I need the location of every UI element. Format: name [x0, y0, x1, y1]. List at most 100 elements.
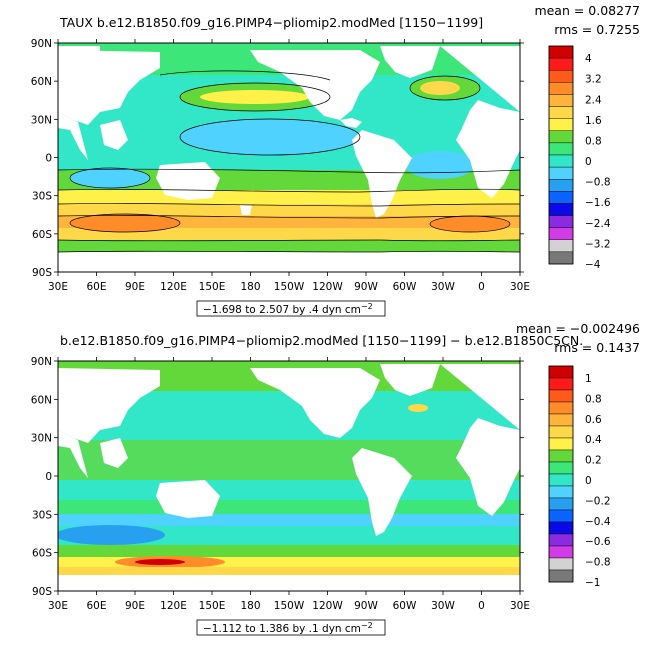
colorbar-swatch: [548, 118, 574, 131]
colorbar-label: 0.8: [585, 393, 602, 405]
south-negative: [58, 525, 165, 545]
range-label: −1.112 to 1.386 by .1 dyn cm−2: [203, 621, 373, 635]
contour-line: [159, 70, 331, 81]
contour-line: [58, 168, 520, 174]
x-tick-label: 150E: [199, 281, 226, 293]
westerly-max-indian: [70, 214, 180, 232]
colorbar-swatch: [548, 45, 574, 59]
colorbar-label: 1: [585, 373, 592, 385]
rms-stat: rms = 0.1437: [554, 340, 640, 355]
land-greenland: [380, 46, 440, 78]
westerly-max-atlantic: [430, 216, 510, 232]
x-tick-label: 120E: [160, 281, 187, 293]
contours: [58, 70, 520, 253]
x-tick-label: 60E: [87, 600, 107, 612]
x-tick-label: 90W: [354, 281, 378, 293]
easterly-pacific: [180, 119, 360, 155]
x-tick-label: 30E: [510, 281, 530, 293]
x-tick-label: 30W: [431, 281, 455, 293]
colorbar-label: 1.6: [585, 115, 602, 127]
contour-line: [58, 250, 520, 253]
panel-taux-mean: TAUX b.e12.B1850.f09_g16.PIMP4−pliomip2.…: [31, 3, 640, 317]
map-field: [58, 43, 520, 272]
y-tick-label: 30S: [32, 509, 52, 521]
range-box: [196, 619, 386, 636]
contour-line: [179, 82, 331, 112]
panel-difference: b.e12.B1850.f09_g16.PIMP4−pliomip2.modMe…: [31, 321, 640, 636]
colorbar-swatch: [548, 239, 574, 253]
colorbar-swatch: [548, 142, 574, 156]
band-south-4: [58, 228, 520, 240]
x-tick-label: 0: [478, 281, 485, 293]
colorbar-swatch: [548, 485, 574, 499]
x-tick-label: 180: [240, 600, 260, 612]
colorbar-label: −0.8: [585, 177, 611, 189]
contour-line: [58, 188, 520, 193]
colorbar-label: −0.4: [585, 516, 611, 528]
colorbar-label: 0.8: [585, 135, 602, 147]
colorbar-swatch: [548, 154, 574, 168]
colorbar-swatch: [548, 251, 574, 265]
colorbar-swatch: [548, 130, 574, 144]
colorbar-label: 0: [585, 156, 592, 168]
y-axis-ticks: 90N 60N 30N 0 30S 60S 90S: [31, 38, 524, 279]
colorbar-swatch: [548, 437, 574, 451]
x-tick-label: 150E: [199, 600, 226, 612]
band-south-1: [58, 500, 520, 514]
colorbar-swatch: [548, 377, 574, 391]
colorbar-swatch: [548, 509, 574, 523]
colorbar-swatch: [548, 215, 574, 228]
colorbar-label: 2.4: [585, 94, 602, 106]
colorbar: 1 0.8 0.6 0.4 0.2 0 −0.2 −0.4 −0.6 −0.8 −1: [548, 365, 611, 589]
y-axis-ticks: 90N 60N 30N 0 30S 60S 90S: [31, 356, 524, 598]
colorbar-swatch: [548, 401, 574, 415]
colorbar-swatch: [548, 533, 574, 547]
contour-line: [69, 213, 181, 233]
contour-line: [429, 215, 511, 233]
easterly-indian: [70, 168, 150, 188]
y-tick-label: 0: [45, 471, 52, 483]
y-tick-label: 90S: [32, 586, 52, 598]
land-india-region: [58, 112, 88, 160]
continents: [58, 364, 520, 536]
x-tick-label: 60W: [393, 600, 417, 612]
colorbar-swatch: [548, 389, 574, 403]
y-tick-label: 90S: [32, 267, 52, 279]
na-anomaly: [408, 404, 428, 412]
colorbar-swatch: [548, 227, 574, 240]
y-tick-label: 60N: [31, 394, 52, 406]
colorbar-frame: [548, 365, 574, 583]
colorbar-swatch: [548, 57, 574, 71]
land-se-asia: [100, 120, 128, 150]
colorbar-label: 0.6: [585, 414, 602, 426]
band-south-4: [58, 557, 520, 567]
colorbar-swatch: [548, 425, 574, 439]
y-tick-label: 60S: [32, 548, 52, 560]
land-se-asia: [100, 438, 128, 468]
colorbar-label: −4: [585, 259, 601, 271]
np-westerly-core: [200, 90, 310, 104]
y-tick-label: 30S: [32, 191, 52, 203]
x-axis-ticks: 30E 60E 90E 120E 150E 180 150W 120W 90W 60W 30W 0 30…: [48, 357, 530, 612]
land-india-region: [58, 430, 88, 478]
contour-line: [58, 203, 520, 207]
map-field: [58, 361, 520, 591]
land-greenland: [380, 364, 440, 396]
mean-stat: mean = −0.002496: [516, 321, 640, 336]
colorbar-swatch: [548, 521, 574, 535]
contour-line: [58, 239, 520, 242]
colorbar-label: −2.4: [585, 218, 611, 230]
colorbar-swatch: [548, 70, 574, 83]
x-tick-label: 30E: [510, 600, 530, 612]
colorbar-swatch: [548, 497, 574, 511]
y-tick-label: 30N: [31, 114, 52, 126]
colorbar-swatch: [548, 449, 574, 463]
x-axis-ticks: 30E 60E 90E 120E 150E 180 150W 120W 90W 60W 30W 0 30…: [48, 39, 530, 293]
land-new-zealand: [240, 205, 252, 215]
na-westerly-core: [420, 81, 460, 95]
x-tick-label: 30E: [48, 281, 68, 293]
south-positive-core: [135, 559, 185, 565]
land-arctic-siberia: [58, 46, 100, 58]
colorbar-swatch: [548, 94, 574, 107]
land-south-america: [352, 130, 412, 218]
